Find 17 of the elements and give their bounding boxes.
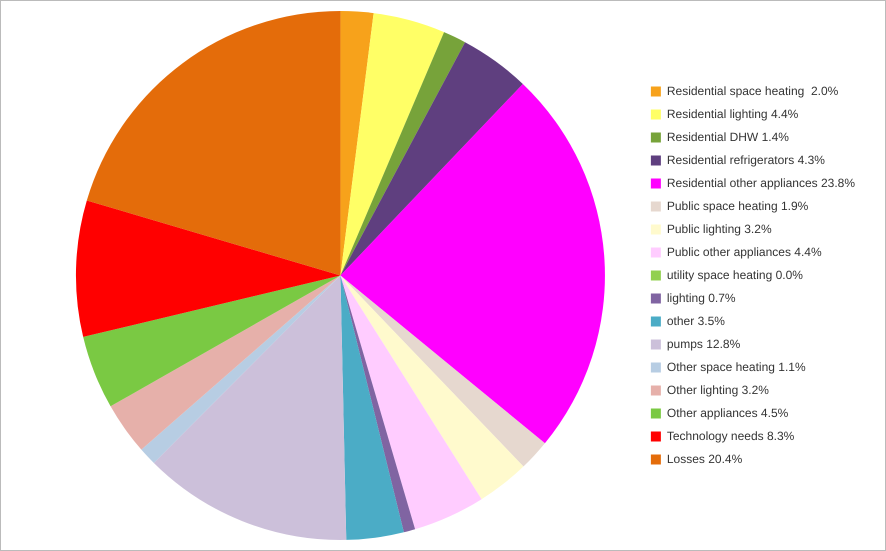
legend-label: Other lighting 3.2% bbox=[666, 382, 770, 397]
legend-label: Other space heating 1.1% bbox=[666, 360, 806, 374]
legend-label: Other appliances 4.5% bbox=[666, 406, 789, 420]
legend-label: Public lighting 3.2% bbox=[666, 222, 772, 236]
legend-label: Public other appliances 4.4% bbox=[666, 244, 822, 259]
legend-label: pumps 12.8% bbox=[666, 336, 741, 351]
legend-label: Losses 20.4% bbox=[666, 452, 743, 466]
legend-label: utility space heating 0.0% bbox=[666, 268, 804, 282]
legend-label: Residential DHW 1.4% bbox=[666, 130, 790, 144]
legend-label: lighting 0.7% bbox=[666, 290, 736, 305]
legend-label: Technology needs 8.3% bbox=[666, 428, 795, 443]
legend-label: other 3.5% bbox=[666, 314, 726, 328]
legend-label: Residential refrigerators 4.3% bbox=[666, 152, 826, 167]
legend-label: Residential other appliances 23.8% bbox=[666, 176, 856, 190]
legend-label: Residential lighting 4.4% bbox=[666, 106, 799, 121]
legend-label: Residential space heating 2.0% bbox=[666, 84, 839, 98]
legend-label: Public space heating 1.9% bbox=[666, 198, 809, 213]
